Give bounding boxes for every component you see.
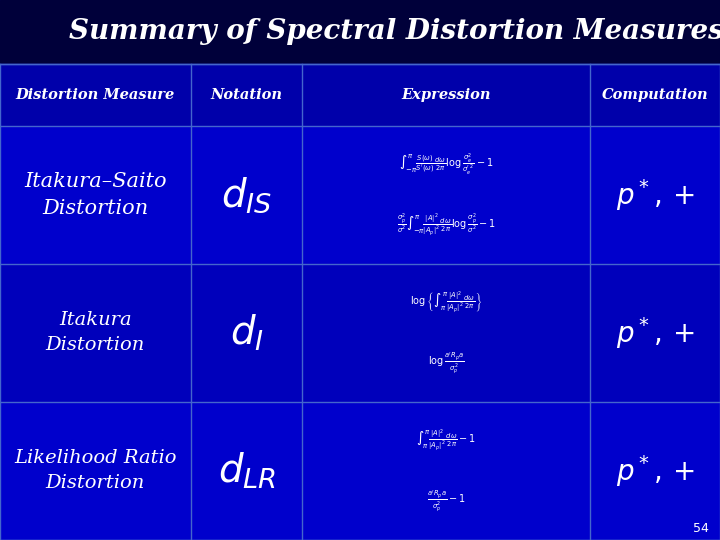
Bar [0, 126, 720, 264]
Text: Itakura
Distortion: Itakura Distortion [46, 312, 145, 354]
Bar [0, 264, 720, 402]
Text: Distortion Measure: Distortion Measure [16, 88, 175, 102]
Text: $\log\left\{ \int_{\pi}^{\pi} \frac{|A|^2}{|A_p|^2} \frac{d\omega}{2\pi} \right\: $\log\left\{ \int_{\pi}^{\pi} \frac{|A|^… [410, 290, 483, 315]
Bar [0, 64, 720, 126]
Text: $p^*, +$: $p^*, +$ [616, 315, 695, 351]
Bar [0, 402, 720, 540]
Text: Likelihood Ratio
Distortion: Likelihood Ratio Distortion [14, 449, 176, 492]
Text: Itakura–Saito
Distortion: Itakura–Saito Distortion [24, 172, 167, 218]
Text: $\int_{-\pi}^{\pi} \frac{S(\omega)}{S'(\omega)} \frac{d\omega}{2\pi} \log \frac{: $\int_{-\pi}^{\pi} \frac{S(\omega)}{S'(\… [399, 152, 494, 177]
Text: Summary of Spectral Distortion Measures: Summary of Spectral Distortion Measures [68, 18, 720, 45]
Text: $\frac{a' R_p a}{\sigma_p^2} -1$: $\frac{a' R_p a}{\sigma_p^2} -1$ [427, 489, 466, 514]
Bar [0, 0, 720, 64]
Text: $d_{LR}$: $d_{LR}$ [217, 451, 276, 491]
Text: $\log \frac{a' R_p a}{\sigma_p^2}$: $\log \frac{a' R_p a}{\sigma_p^2}$ [428, 350, 464, 376]
Text: Expression: Expression [402, 88, 491, 102]
Text: Notation: Notation [211, 88, 283, 102]
Text: $d_{IS}$: $d_{IS}$ [221, 175, 272, 215]
Text: 54: 54 [693, 522, 709, 535]
Text: $p^*, +$: $p^*, +$ [616, 453, 695, 489]
Text: Computation: Computation [602, 88, 708, 102]
Text: $\frac{\sigma_p^2}{\sigma^2} \int_{-\pi}^{\pi} \frac{|A|^2}{|A_p|^2} \frac{d\ome: $\frac{\sigma_p^2}{\sigma^2} \int_{-\pi}… [397, 212, 496, 238]
Text: $d_{I}$: $d_{I}$ [230, 313, 264, 353]
Text: $p^*, +$: $p^*, +$ [616, 177, 695, 213]
Text: $\int_{\pi}^{\pi} \frac{|A|^2}{|A_p|^2} \frac{d\omega}{2\pi} -1$: $\int_{\pi}^{\pi} \frac{|A|^2}{|A_p|^2} … [416, 428, 477, 453]
